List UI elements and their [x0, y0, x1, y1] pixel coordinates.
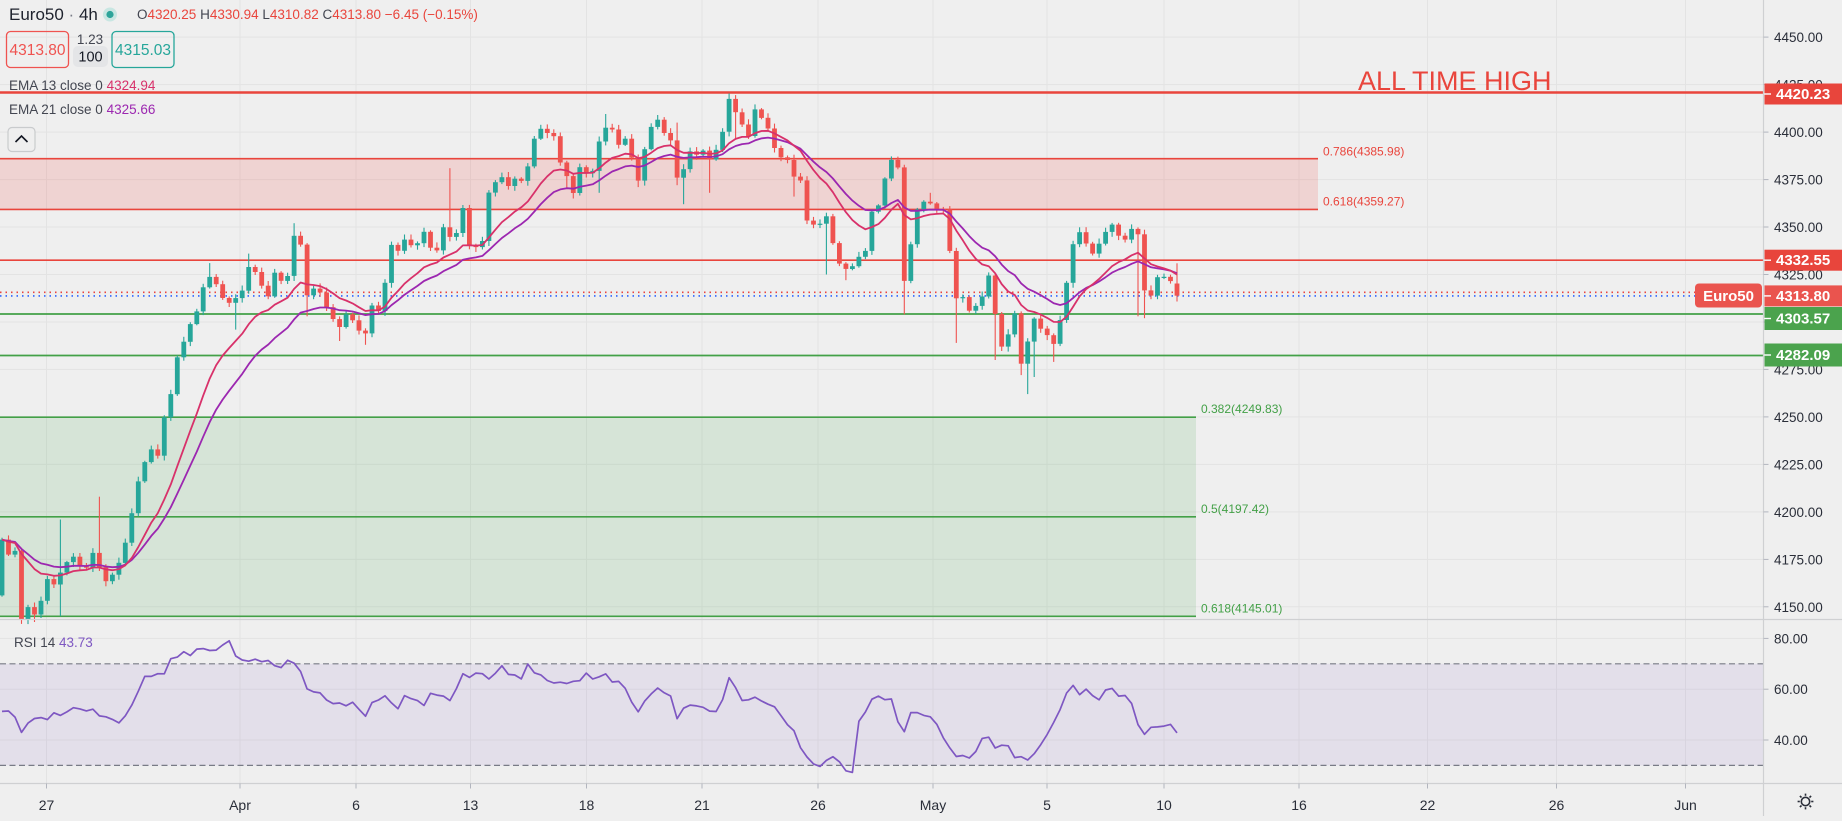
svg-text:21: 21: [694, 797, 710, 813]
svg-text:EMA 21 close 0 4325.66: EMA 21 close 0 4325.66: [9, 102, 155, 117]
svg-text:4282.09: 4282.09: [1776, 347, 1830, 364]
svg-text:Euro50 · 4h: Euro50 · 4h: [9, 5, 98, 24]
svg-text:Euro50: Euro50: [1703, 288, 1754, 305]
svg-text:Apr: Apr: [229, 797, 251, 813]
svg-text:26: 26: [810, 797, 826, 813]
svg-text:RSI 14 43.73: RSI 14 43.73: [14, 635, 93, 650]
svg-text:16: 16: [1291, 797, 1307, 813]
svg-text:Jun: Jun: [1674, 797, 1697, 813]
svg-text:4315.03: 4315.03: [115, 42, 171, 59]
svg-text:0.618(4145.01): 0.618(4145.01): [1201, 601, 1282, 615]
svg-text:100: 100: [78, 50, 102, 66]
svg-text:4250.00: 4250.00: [1774, 410, 1823, 425]
svg-text:4175.00: 4175.00: [1774, 552, 1823, 567]
svg-text:0.5(4197.42): 0.5(4197.42): [1201, 502, 1269, 516]
svg-text:4420.23: 4420.23: [1776, 86, 1830, 103]
svg-text:4313.80: 4313.80: [1776, 288, 1830, 305]
svg-text:O4320.25 H4330.94 L4310.82: O4320.25 H4330.94 L4310.82 C4313.80 −6.4…: [137, 7, 478, 22]
svg-text:May: May: [920, 797, 946, 813]
svg-text:26: 26: [1549, 797, 1565, 813]
svg-text:80.00: 80.00: [1774, 631, 1808, 646]
svg-text:4350.00: 4350.00: [1774, 220, 1823, 235]
svg-text:4400.00: 4400.00: [1774, 125, 1823, 140]
svg-text:6: 6: [352, 797, 360, 813]
svg-text:13: 13: [463, 797, 479, 813]
svg-text:40.00: 40.00: [1774, 733, 1808, 748]
svg-text:60.00: 60.00: [1774, 682, 1808, 697]
svg-text:4332.55: 4332.55: [1776, 252, 1830, 269]
svg-text:10: 10: [1156, 797, 1172, 813]
svg-text:4450.00: 4450.00: [1774, 30, 1823, 45]
svg-text:4313.80: 4313.80: [9, 42, 65, 59]
svg-text:4200.00: 4200.00: [1774, 505, 1823, 520]
svg-text:18: 18: [579, 797, 595, 813]
svg-text:5: 5: [1043, 797, 1051, 813]
svg-text:4375.00: 4375.00: [1774, 173, 1823, 188]
svg-text:0.382(4249.83): 0.382(4249.83): [1201, 402, 1282, 416]
svg-text:22: 22: [1420, 797, 1436, 813]
svg-text:4303.57: 4303.57: [1776, 311, 1830, 328]
svg-text:ALL TIME HIGH: ALL TIME HIGH: [1358, 66, 1552, 96]
svg-text:1.23: 1.23: [77, 32, 103, 47]
svg-text:27: 27: [39, 797, 55, 813]
svg-text:4225.00: 4225.00: [1774, 457, 1823, 472]
svg-text:0.618(4359.27): 0.618(4359.27): [1323, 194, 1404, 208]
svg-text:EMA 13 close 0 4324.94: EMA 13 close 0 4324.94: [9, 78, 156, 93]
svg-text:0.786(4385.98): 0.786(4385.98): [1323, 145, 1404, 159]
svg-text:4150.00: 4150.00: [1774, 600, 1823, 615]
